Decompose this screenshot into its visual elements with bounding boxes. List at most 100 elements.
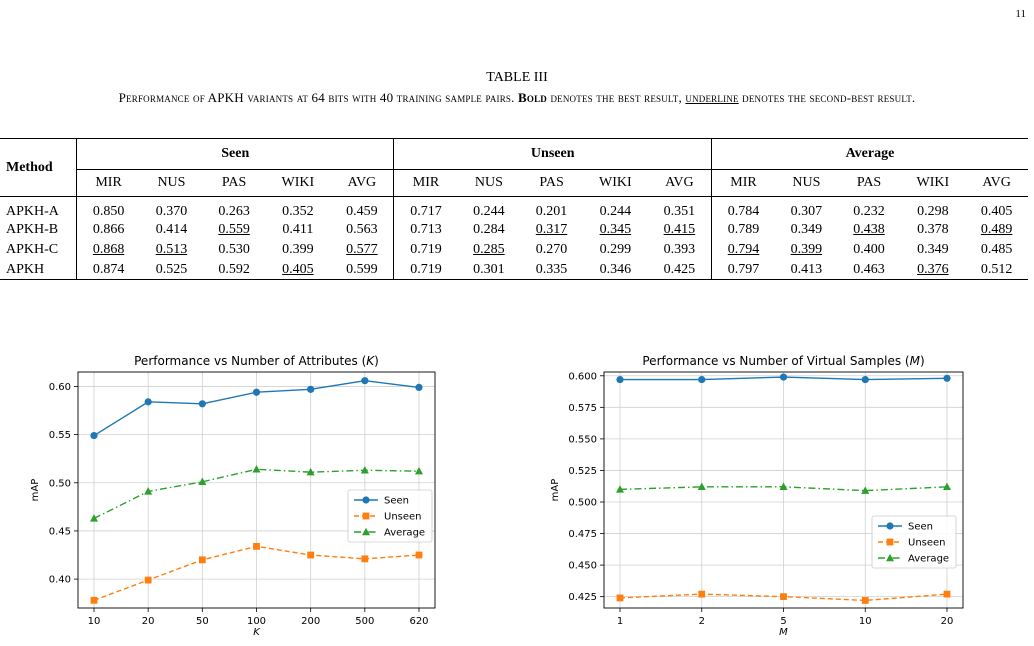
plot-frame — [603, 371, 964, 609]
value-cell: 0.370 — [155, 203, 188, 219]
value-cell: 0.874 — [76, 260, 141, 280]
value-cell: 0.405 — [265, 260, 331, 280]
data-point-seen — [415, 383, 423, 392]
value-cell: 0.784 — [710, 196, 776, 220]
data-point-unseen — [307, 551, 315, 559]
results-table: Method Seen Unseen Average MIR NUS PAS WIKI… — [0, 138, 1028, 280]
chart-virtual-samples: Performance vs Number of Virtual Samples… — [550, 354, 964, 638]
x-tick-label: 2 — [699, 616, 705, 627]
plot-frame — [77, 371, 436, 609]
y-tick-label: 0.525 — [568, 466, 597, 477]
value-cell: 0.335 — [520, 260, 583, 280]
value-cell: 0.351 — [663, 203, 696, 219]
series-average — [90, 464, 423, 522]
value-cell: 0.797 — [710, 260, 776, 280]
value-cell: 0.438 — [853, 222, 885, 237]
value-cell: 0.301 — [457, 260, 521, 280]
value-cell: 0.850 — [76, 196, 141, 220]
value-cell: 0.577 — [346, 242, 378, 257]
legend-label: Unseen — [384, 512, 422, 523]
data-point-seen — [90, 431, 98, 440]
column-header-nus: NUS — [457, 169, 521, 197]
method-cell: APKH-A — [6, 203, 59, 219]
y-tick-label: 0.60 — [49, 382, 71, 393]
value-cell: 0.317 — [535, 222, 568, 237]
data-point-average — [144, 487, 153, 495]
value-cell: 0.201 — [535, 203, 568, 219]
legend-box — [871, 515, 957, 569]
chart-title: Performance vs Number of Virtual Samples… — [642, 354, 924, 368]
caption-text-mid: denotes the best result, — [547, 90, 686, 105]
x-axis-label: K — [253, 627, 261, 638]
data-point-average — [415, 466, 423, 475]
value-cell: 0.345 — [599, 222, 632, 237]
x-tick-label: 5 — [780, 616, 786, 627]
group-header-average: Average — [710, 138, 1028, 170]
value-cell: 0.713 — [393, 220, 458, 240]
chart-legend: Seen Unseen Average — [347, 489, 433, 543]
value-cell: 0.866 — [76, 220, 141, 240]
x-tick-label: 10 — [88, 616, 101, 627]
group-header-unseen: Unseen — [393, 138, 712, 170]
legend-box — [347, 489, 433, 543]
x-tick-label: 20 — [142, 616, 155, 627]
value-cell: 0.232 — [853, 203, 885, 219]
value-cell: 0.349 — [790, 222, 823, 237]
value-cell: 0.717 — [393, 196, 458, 220]
method-cell: APKH-C — [6, 242, 59, 257]
x-tick-label: 500 — [355, 616, 374, 627]
value-cell: 0.789 — [710, 220, 776, 240]
data-point-unseen — [861, 597, 869, 604]
data-point-average — [306, 467, 315, 476]
x-tick-label: 20 — [941, 616, 954, 627]
data-point-unseen — [253, 542, 260, 550]
data-point-average — [861, 486, 870, 494]
data-point-unseen — [90, 596, 98, 604]
column-header-pas: PAS — [520, 169, 583, 197]
chart-title-text-end: ) — [920, 354, 925, 368]
value-cell: 0.415 — [663, 222, 696, 237]
legend-marker — [886, 538, 894, 546]
y-axis-label: mAP — [550, 479, 561, 502]
value-cell: 0.719 — [393, 240, 458, 260]
legend-marker — [362, 496, 370, 504]
value-cell: 0.414 — [155, 222, 188, 237]
value-cell: 0.284 — [473, 222, 505, 237]
x-tick-label: 100 — [247, 616, 266, 627]
table-header-groups: Method Seen Unseen Average — [0, 138, 1028, 197]
value-cell: 0.244 — [599, 203, 632, 219]
chart-title-text-end: ) — [374, 354, 379, 368]
y-tick-label: 0.550 — [568, 434, 597, 445]
data-point-seen — [361, 377, 369, 385]
value-cell: 0.307 — [790, 203, 823, 219]
value-cell: 0.525 — [140, 260, 203, 280]
value-cell: 0.393 — [663, 242, 696, 257]
chart-title: Performance vs Number of Attributes (K) — [134, 354, 379, 368]
data-point-seen — [144, 398, 152, 406]
column-header-wiki: WIKI — [582, 169, 648, 197]
method-header: Method — [0, 138, 77, 197]
y-tick-label: 0.475 — [568, 529, 597, 540]
data-point-unseen — [198, 556, 206, 564]
caption-underline-word: underline — [685, 90, 739, 105]
legend-label: Average — [908, 554, 949, 565]
data-point-unseen — [943, 590, 951, 598]
caption-text-post: denotes the second-best result. — [738, 90, 916, 105]
value-cell: 0.463 — [837, 260, 901, 280]
caption-text-pre: Performance of APKH variants at 64 bits … — [118, 90, 519, 105]
y-tick-label: 0.600 — [568, 371, 597, 382]
y-tick-label: 0.40 — [49, 575, 71, 586]
column-header-mir: MIR — [76, 169, 141, 197]
data-point-seen — [779, 373, 788, 381]
value-cell: 0.592 — [202, 260, 266, 280]
value-cell: 0.411 — [282, 222, 314, 237]
column-header-wiki: WIKI — [265, 169, 331, 197]
value-cell: 0.399 — [282, 242, 314, 257]
legend-marker — [886, 522, 894, 530]
method-cell: APKH — [0, 260, 77, 280]
value-cell: 0.346 — [582, 260, 648, 280]
x-tick-label: 620 — [409, 616, 428, 627]
data-point-average — [90, 514, 98, 522]
value-cell: 0.413 — [775, 260, 838, 280]
data-point-unseen — [616, 594, 624, 602]
